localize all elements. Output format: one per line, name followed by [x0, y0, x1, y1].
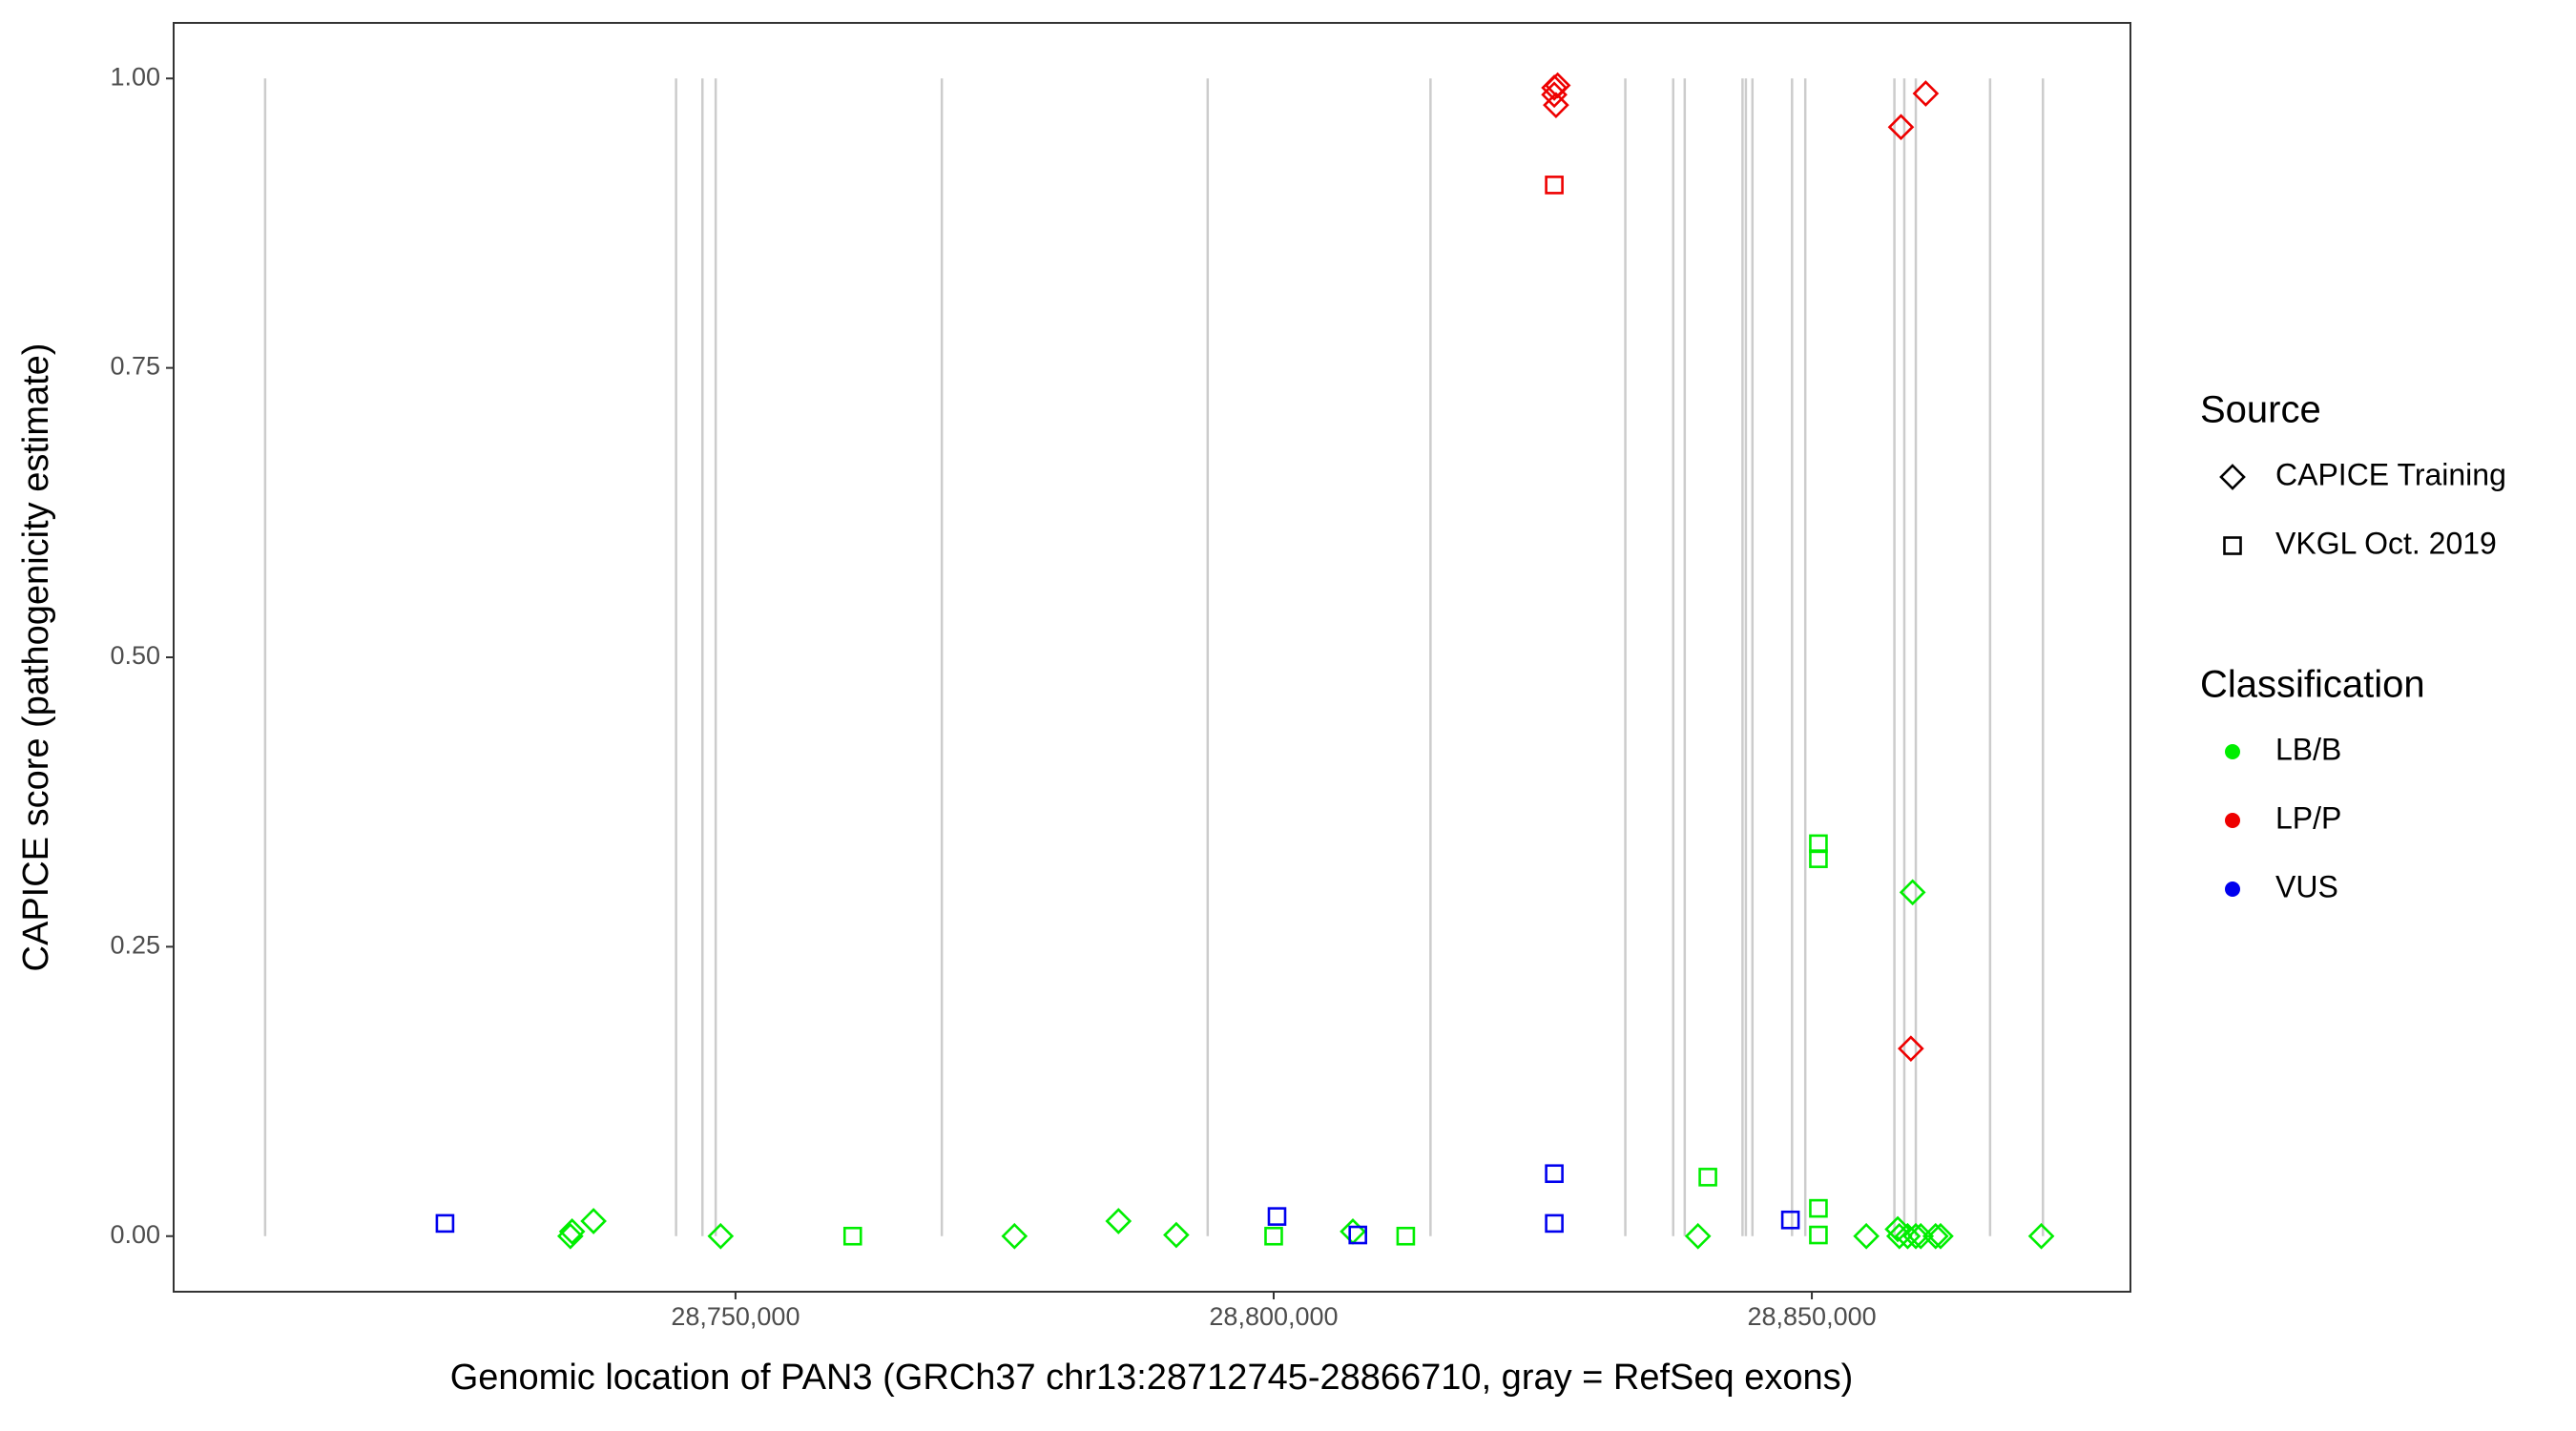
point — [1340, 1218, 1366, 1245]
x-tick-label: 28,850,000 — [1747, 1302, 1876, 1331]
legend-label: LB/B — [2275, 732, 2341, 766]
point — [1267, 1207, 1287, 1226]
legend-key — [2223, 536, 2242, 555]
point — [1912, 80, 1940, 107]
point — [1543, 92, 1569, 118]
point — [1001, 1222, 1028, 1250]
legend-label: VUS — [2275, 869, 2338, 903]
point — [1894, 1222, 1922, 1250]
point — [1809, 1225, 1828, 1245]
legend-key — [2225, 881, 2240, 897]
y-axis-title: CAPICE score (pathogenicity estimate) — [16, 343, 56, 972]
legend-label: LP/P — [2275, 800, 2341, 835]
legend-key — [2225, 813, 2240, 828]
legend-label: VKGL Oct. 2019 — [2275, 526, 2497, 560]
point — [1780, 1210, 1800, 1230]
point — [435, 1213, 455, 1234]
legend-title: Source — [2200, 389, 2321, 431]
point — [707, 1222, 735, 1250]
point — [1545, 1213, 1564, 1234]
point — [1545, 1164, 1564, 1184]
x-tick-label: 28,800,000 — [1209, 1302, 1338, 1331]
point — [1545, 176, 1564, 195]
point — [1396, 1226, 1416, 1246]
legend-label: CAPICE Training — [2275, 457, 2506, 491]
point — [1853, 1222, 1880, 1250]
y-tick-label: 0.25 — [110, 931, 160, 960]
point — [2027, 1222, 2055, 1250]
point — [1922, 1222, 1949, 1250]
legend-key — [2219, 464, 2246, 490]
point — [1809, 1198, 1828, 1218]
panel-border — [173, 22, 2131, 1293]
point — [1684, 1222, 1712, 1250]
point — [558, 1218, 586, 1245]
point — [1348, 1225, 1368, 1245]
point — [1163, 1221, 1190, 1249]
y-tick-label: 0.75 — [110, 352, 160, 381]
y-tick-label: 0.50 — [110, 641, 160, 670]
point — [1887, 114, 1915, 141]
point — [580, 1208, 607, 1234]
point — [1541, 81, 1568, 109]
point — [1264, 1226, 1283, 1246]
point — [1898, 1035, 1924, 1063]
point — [842, 1226, 862, 1246]
x-tick-label: 28,750,000 — [671, 1302, 800, 1331]
point — [1927, 1222, 1954, 1250]
point — [1899, 879, 1926, 906]
legend-key — [2225, 744, 2240, 759]
x-axis-title: Genomic location of PAN3 (GRCh37 chr13:2… — [450, 1358, 1854, 1398]
point — [1809, 834, 1828, 854]
y-tick-label: 1.00 — [110, 62, 160, 91]
point — [1902, 1222, 1929, 1250]
y-tick-label: 0.00 — [110, 1220, 160, 1249]
point — [1105, 1208, 1132, 1234]
point — [1809, 849, 1828, 868]
legend-title: Classification — [2200, 664, 2425, 706]
point — [1698, 1168, 1717, 1187]
